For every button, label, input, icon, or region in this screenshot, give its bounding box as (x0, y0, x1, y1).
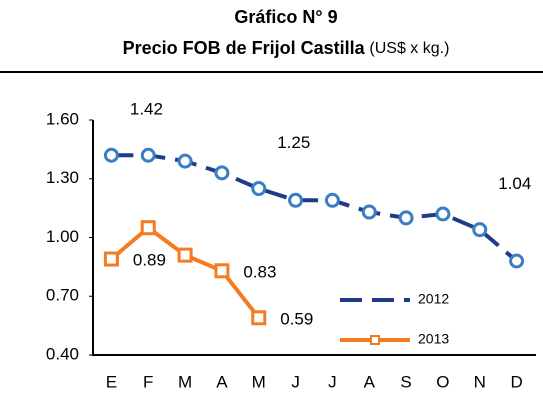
point (251, 310, 267, 326)
point (435, 206, 451, 222)
point (251, 181, 267, 197)
series-line (110, 225, 261, 320)
value-label: 0.83 (243, 262, 276, 281)
x-tick-label: J (291, 372, 300, 391)
value-label: 1.42 (130, 100, 163, 119)
point (509, 253, 525, 269)
value-label: 1.04 (498, 174, 531, 193)
point (324, 192, 340, 208)
point (140, 147, 156, 163)
point (214, 263, 230, 279)
y-tick-label: 1.30 (46, 168, 79, 187)
subtitle-main: Precio FOB de Frijol Castilla (123, 38, 366, 58)
x-tick-label: E (106, 372, 117, 391)
legend-label: 2012 (418, 291, 449, 307)
point (177, 247, 193, 263)
point (288, 192, 304, 208)
x-tick-label: F (143, 372, 153, 391)
legend-marker (370, 335, 380, 345)
point (398, 210, 414, 226)
chart-subtitle: Precio FOB de Frijol Castilla (US$ x kg.… (123, 38, 450, 58)
chart-title: Gráfico N° 9 (234, 7, 337, 27)
x-tick-label: O (436, 372, 449, 391)
x-tick-label: S (400, 372, 411, 391)
point (103, 251, 119, 267)
point (177, 153, 193, 169)
y-tick-label: 0.40 (46, 344, 79, 363)
point (361, 204, 377, 220)
y-tick-label: 1.60 (46, 109, 79, 128)
x-tick-label: D (510, 372, 522, 391)
x-tick-label: A (364, 372, 376, 391)
y-tick-label: 0.70 (46, 286, 79, 305)
legend-label: 2013 (418, 331, 449, 347)
x-tick-label: M (178, 372, 192, 391)
point (103, 147, 119, 163)
x-tick-label: M (252, 372, 266, 391)
x-tick-label: A (216, 372, 228, 391)
value-label: 0.59 (280, 309, 313, 328)
point (140, 220, 156, 236)
value-label: 0.89 (133, 251, 166, 270)
point (472, 222, 488, 238)
y-tick-label: 1.00 (46, 227, 79, 246)
x-tick-label: J (328, 372, 337, 391)
x-tick-label: N (474, 372, 486, 391)
point (214, 165, 230, 181)
value-label: 1.25 (277, 133, 310, 152)
subtitle-unit: (US$ x kg.) (369, 40, 449, 57)
